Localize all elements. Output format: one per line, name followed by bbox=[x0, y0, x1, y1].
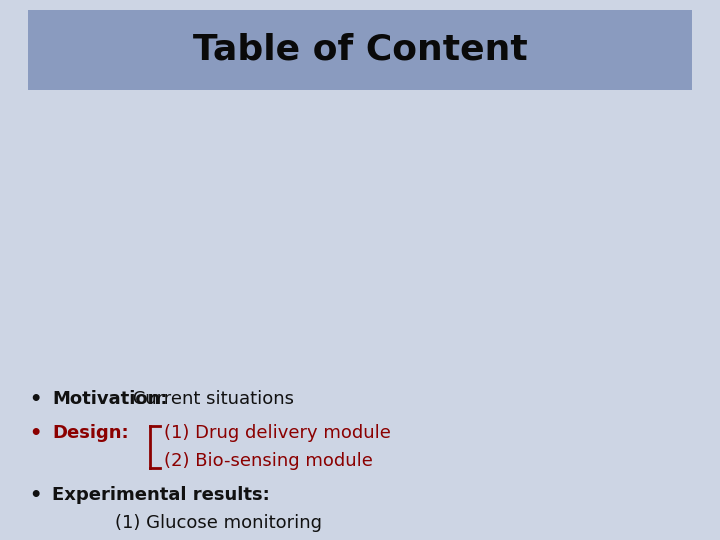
Text: (1) Drug delivery module: (1) Drug delivery module bbox=[164, 424, 391, 442]
Bar bbox=[28, 10, 692, 90]
Text: •: • bbox=[29, 390, 41, 409]
Text: (2) Bio-sensing module: (2) Bio-sensing module bbox=[164, 452, 373, 470]
Text: Current situations: Current situations bbox=[127, 390, 294, 408]
Text: Experimental results:: Experimental results: bbox=[52, 486, 270, 504]
Text: Design:: Design: bbox=[52, 424, 129, 442]
Text: (1) Glucose monitoring: (1) Glucose monitoring bbox=[115, 514, 322, 532]
Text: •: • bbox=[29, 424, 41, 443]
Text: Table of Content: Table of Content bbox=[193, 33, 527, 67]
Text: •: • bbox=[29, 486, 41, 505]
Text: Motivation:: Motivation: bbox=[52, 390, 168, 408]
